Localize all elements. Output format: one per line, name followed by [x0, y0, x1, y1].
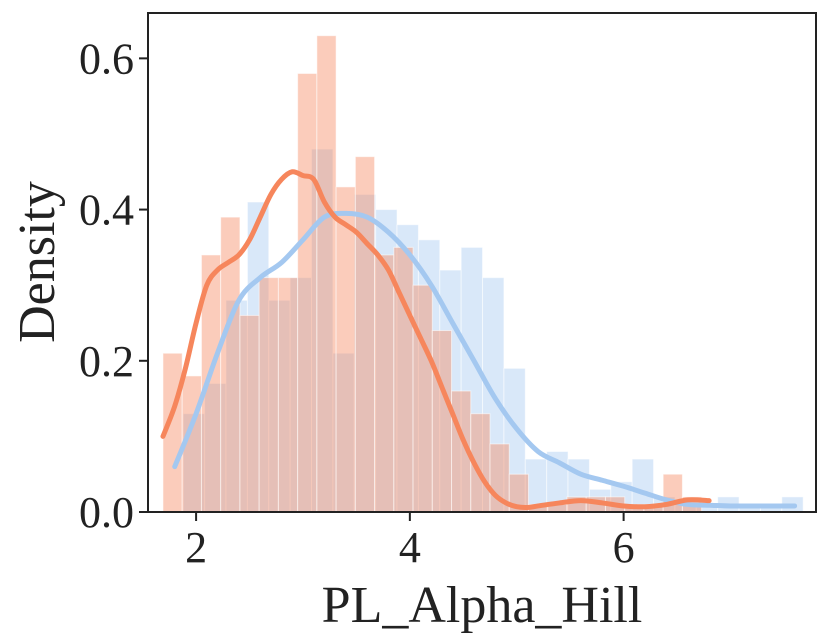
x-tick-label-2: 6	[613, 523, 635, 572]
x-tick-label-0: 2	[185, 523, 207, 572]
kde-curves	[160, 169, 798, 511]
x-axis: 2 4 6	[185, 512, 635, 572]
y-axis-label: Density	[9, 181, 66, 343]
y-tick-label-1: 0.2	[79, 337, 134, 386]
series-1-hist-bar-5	[258, 277, 279, 513]
series-1-hist-bar-9	[335, 186, 356, 513]
x-axis-label: PL_Alpha_Hill	[322, 577, 643, 634]
series-1-hist-bar-7	[297, 72, 318, 513]
series-1-hist-bar-8	[316, 35, 337, 513]
y-tick-label-3: 0.6	[79, 34, 134, 83]
series-0-kde-line	[172, 210, 798, 509]
x-tick-label-1: 4	[399, 523, 421, 572]
series-1-kde-line	[160, 169, 712, 511]
series-1-hist-bar-13	[412, 284, 433, 513]
series-1-hist-bar-6	[277, 277, 299, 513]
y-axis: 0.0 0.2 0.4 0.6	[79, 34, 148, 537]
histogram-bars	[162, 35, 804, 513]
series-1-hist-bar-14	[431, 330, 453, 513]
y-tick-label-0: 0.0	[79, 488, 134, 537]
series-1-hist-bar-11	[374, 254, 395, 513]
series-1-hist-bar-10	[354, 156, 376, 513]
y-tick-label-2: 0.4	[79, 186, 134, 235]
series-1-hist-bar-4	[239, 314, 260, 513]
plot-frame	[147, 12, 817, 513]
